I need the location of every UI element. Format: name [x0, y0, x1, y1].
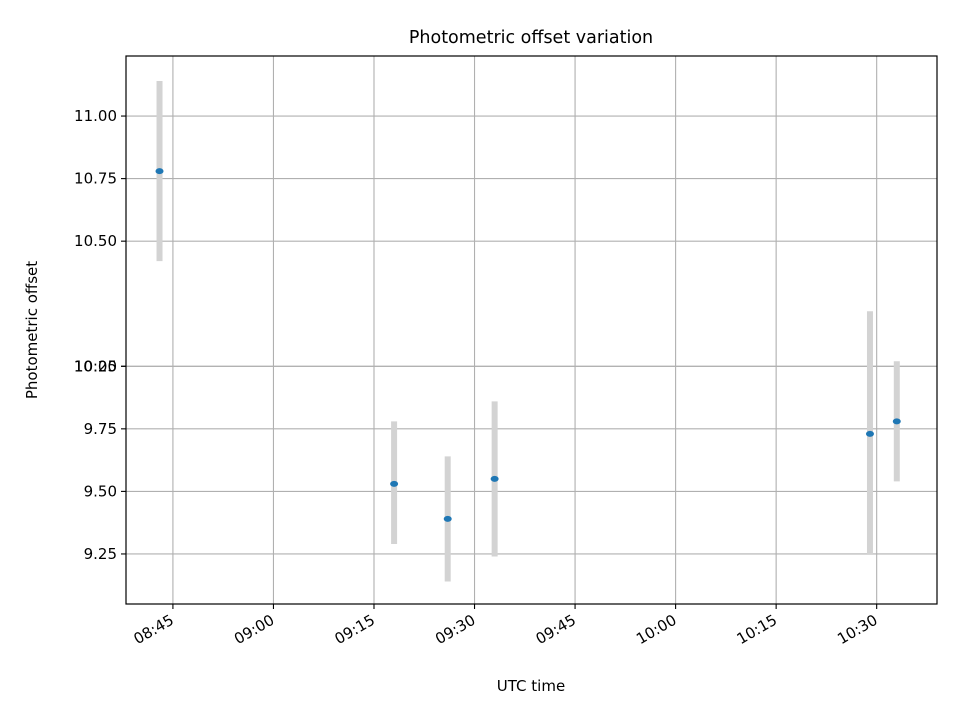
data-point [892, 418, 901, 425]
chart-title: Photometric offset variation [409, 28, 653, 48]
x-tick-label: 10:00 [633, 611, 679, 648]
y-tick-label: 10.50 [74, 232, 117, 250]
x-axis-ticks: 08:45 09:00 09:15 09:30 09:45 10:00 10:15 10:30 [130, 604, 881, 648]
y-tick-label: 10.75 [74, 170, 117, 188]
data-points [155, 168, 901, 522]
y-tick-label: 9.25 [84, 545, 117, 563]
data-point [865, 430, 874, 437]
x-tick-label: 09:30 [432, 611, 478, 648]
y-tick-label: 9.50 [84, 482, 117, 500]
y-axis-label: Photometric offset [23, 261, 41, 399]
y-tick-label: 11.00 [74, 107, 117, 125]
y-tick-label: 9.75 [84, 420, 117, 438]
y-tick-label: 10:25 [74, 357, 117, 375]
data-point [390, 480, 399, 487]
x-tick-label: 09:15 [332, 611, 378, 648]
grid [126, 56, 937, 604]
x-axis-label: UTC time [497, 677, 565, 695]
y-tick-label: 10.00 [74, 357, 117, 375]
data-point [443, 515, 452, 522]
x-tick-label: 08:45 [130, 611, 176, 648]
data-point [155, 168, 164, 175]
data-point [490, 475, 499, 482]
error-bars [156, 81, 900, 582]
x-tick-label: 10:30 [834, 611, 880, 648]
x-tick-label: 10:15 [734, 611, 780, 648]
axes-frame [125, 55, 938, 605]
x-tick-label: 09:45 [533, 611, 579, 648]
x-tick-label: 09:00 [231, 611, 277, 648]
